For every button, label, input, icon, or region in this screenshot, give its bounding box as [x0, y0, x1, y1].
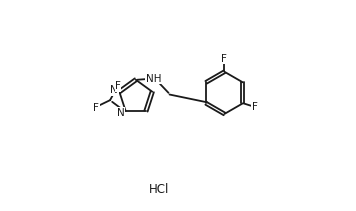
Text: F: F [252, 102, 257, 112]
Text: F: F [115, 81, 121, 91]
Text: HCl: HCl [149, 183, 169, 196]
Text: NH: NH [146, 74, 162, 84]
Text: F: F [221, 54, 227, 64]
Text: F: F [93, 103, 99, 113]
Text: N: N [110, 85, 118, 95]
Text: N: N [117, 108, 125, 118]
